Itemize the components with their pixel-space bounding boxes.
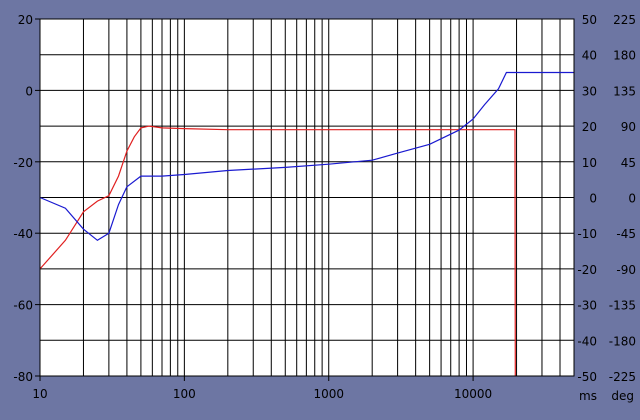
y-left-tick-label: -80: [13, 370, 33, 384]
y-left-tick-label: 20: [18, 13, 33, 27]
y-right-ms-tick-label: 50: [582, 13, 597, 27]
y-left-tick-label: -40: [13, 227, 33, 241]
y-left-tick-label: 0: [25, 84, 33, 98]
y-right-ms-tick-label: 20: [582, 120, 597, 134]
y-right-deg-tick-label: 90: [621, 120, 636, 134]
y-right-deg-tick-label: -45: [616, 227, 636, 241]
y-right-ms-tick-label: 40: [582, 49, 597, 63]
ms-unit-label: ms: [579, 389, 597, 403]
y-right-ms-tick-label: -50: [577, 370, 597, 384]
y-right-ms-tick-label: -40: [577, 334, 597, 348]
y-left-tick-label: -20: [13, 156, 33, 170]
x-tick-label: 1000: [313, 387, 344, 401]
y-right-ms-tick-label: 0: [589, 192, 597, 206]
y-left-tick-label: -60: [13, 299, 33, 313]
series-lines: [39, 71, 574, 377]
y-right-ms-tick-label: -10: [577, 227, 597, 241]
deg-unit-label: deg: [611, 389, 634, 403]
y-right-deg-tick-label: -135: [609, 299, 636, 313]
magnitude-line: [39, 125, 516, 377]
y-right-deg-tick-label: 0: [628, 192, 636, 206]
x-tick-label: 100: [173, 387, 196, 401]
phase-line: [39, 71, 574, 242]
axis-labels: 20 0 -20 -40 -60 -80 50 225 40 180 30 135 20 90 10 45 0 0…: [13, 13, 636, 403]
y-right-ms-tick-label: 10: [582, 156, 597, 170]
x-tick-label: 10000: [454, 387, 492, 401]
y-right-ms-tick-label: 30: [582, 84, 597, 98]
plot-border: [39, 18, 575, 377]
y-right-deg-tick-label: 225: [613, 13, 636, 27]
y-right-deg-tick-label: -180: [609, 334, 636, 348]
y-right-deg-tick-label: 180: [613, 49, 636, 63]
y-right-deg-tick-label: -225: [609, 370, 636, 384]
y-right-deg-tick-label: 45: [621, 156, 636, 170]
y-right-deg-tick-label: -90: [616, 263, 636, 277]
x-tick-label: 10: [32, 387, 47, 401]
y-right-ms-tick-label: -30: [577, 299, 597, 313]
y-right-deg-tick-label: 135: [613, 84, 636, 98]
y-right-ms-tick-label: -20: [577, 263, 597, 277]
